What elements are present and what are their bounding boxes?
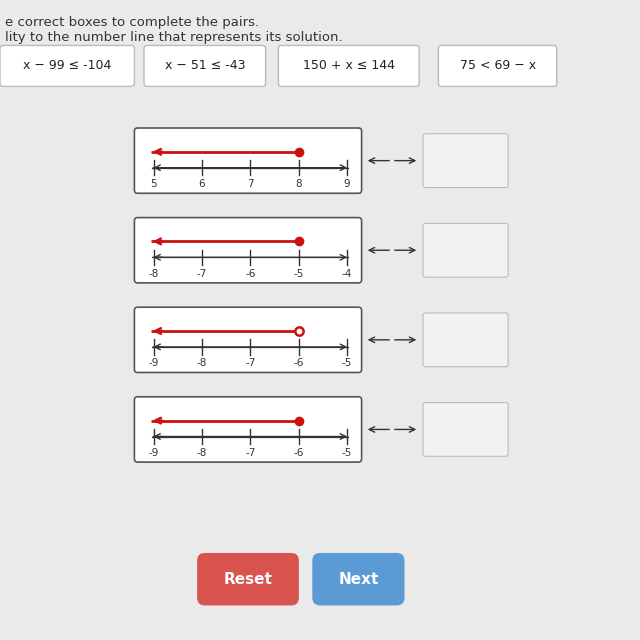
FancyBboxPatch shape [134,128,362,193]
Text: -5: -5 [342,358,352,369]
Text: 5: 5 [150,179,157,189]
Text: 150 + x ≤ 144: 150 + x ≤ 144 [303,60,395,72]
Text: e correct boxes to complete the pairs.: e correct boxes to complete the pairs. [5,16,259,29]
Text: 75 < 69 − x: 75 < 69 − x [460,60,536,72]
FancyBboxPatch shape [423,403,508,456]
Text: -7: -7 [245,448,255,458]
Text: -6: -6 [293,448,304,458]
Text: -6: -6 [245,269,255,279]
Text: -8: -8 [196,358,207,369]
FancyBboxPatch shape [134,218,362,283]
Text: -8: -8 [196,448,207,458]
Text: -7: -7 [245,358,255,369]
Text: -6: -6 [293,358,304,369]
Text: -7: -7 [196,269,207,279]
FancyBboxPatch shape [423,134,508,188]
FancyBboxPatch shape [438,45,557,86]
FancyBboxPatch shape [0,45,134,86]
Text: x − 51 ≤ -43: x − 51 ≤ -43 [164,60,245,72]
FancyBboxPatch shape [423,313,508,367]
FancyBboxPatch shape [197,553,299,605]
FancyBboxPatch shape [144,45,266,86]
Text: 7: 7 [247,179,253,189]
Text: 8: 8 [295,179,302,189]
Text: -5: -5 [342,448,352,458]
Text: lity to the number line that represents its solution.: lity to the number line that represents … [5,31,343,44]
Text: 9: 9 [344,179,350,189]
Text: 6: 6 [198,179,205,189]
Text: Next: Next [338,572,379,587]
FancyBboxPatch shape [278,45,419,86]
Text: x − 99 ≤ -104: x − 99 ≤ -104 [23,60,111,72]
Text: -8: -8 [148,269,159,279]
FancyBboxPatch shape [134,397,362,462]
Text: Reset: Reset [223,572,273,587]
FancyBboxPatch shape [134,307,362,372]
FancyBboxPatch shape [312,553,404,605]
Text: -9: -9 [148,358,159,369]
Text: -9: -9 [148,448,159,458]
Text: -4: -4 [342,269,352,279]
Text: -5: -5 [293,269,304,279]
FancyBboxPatch shape [423,223,508,277]
